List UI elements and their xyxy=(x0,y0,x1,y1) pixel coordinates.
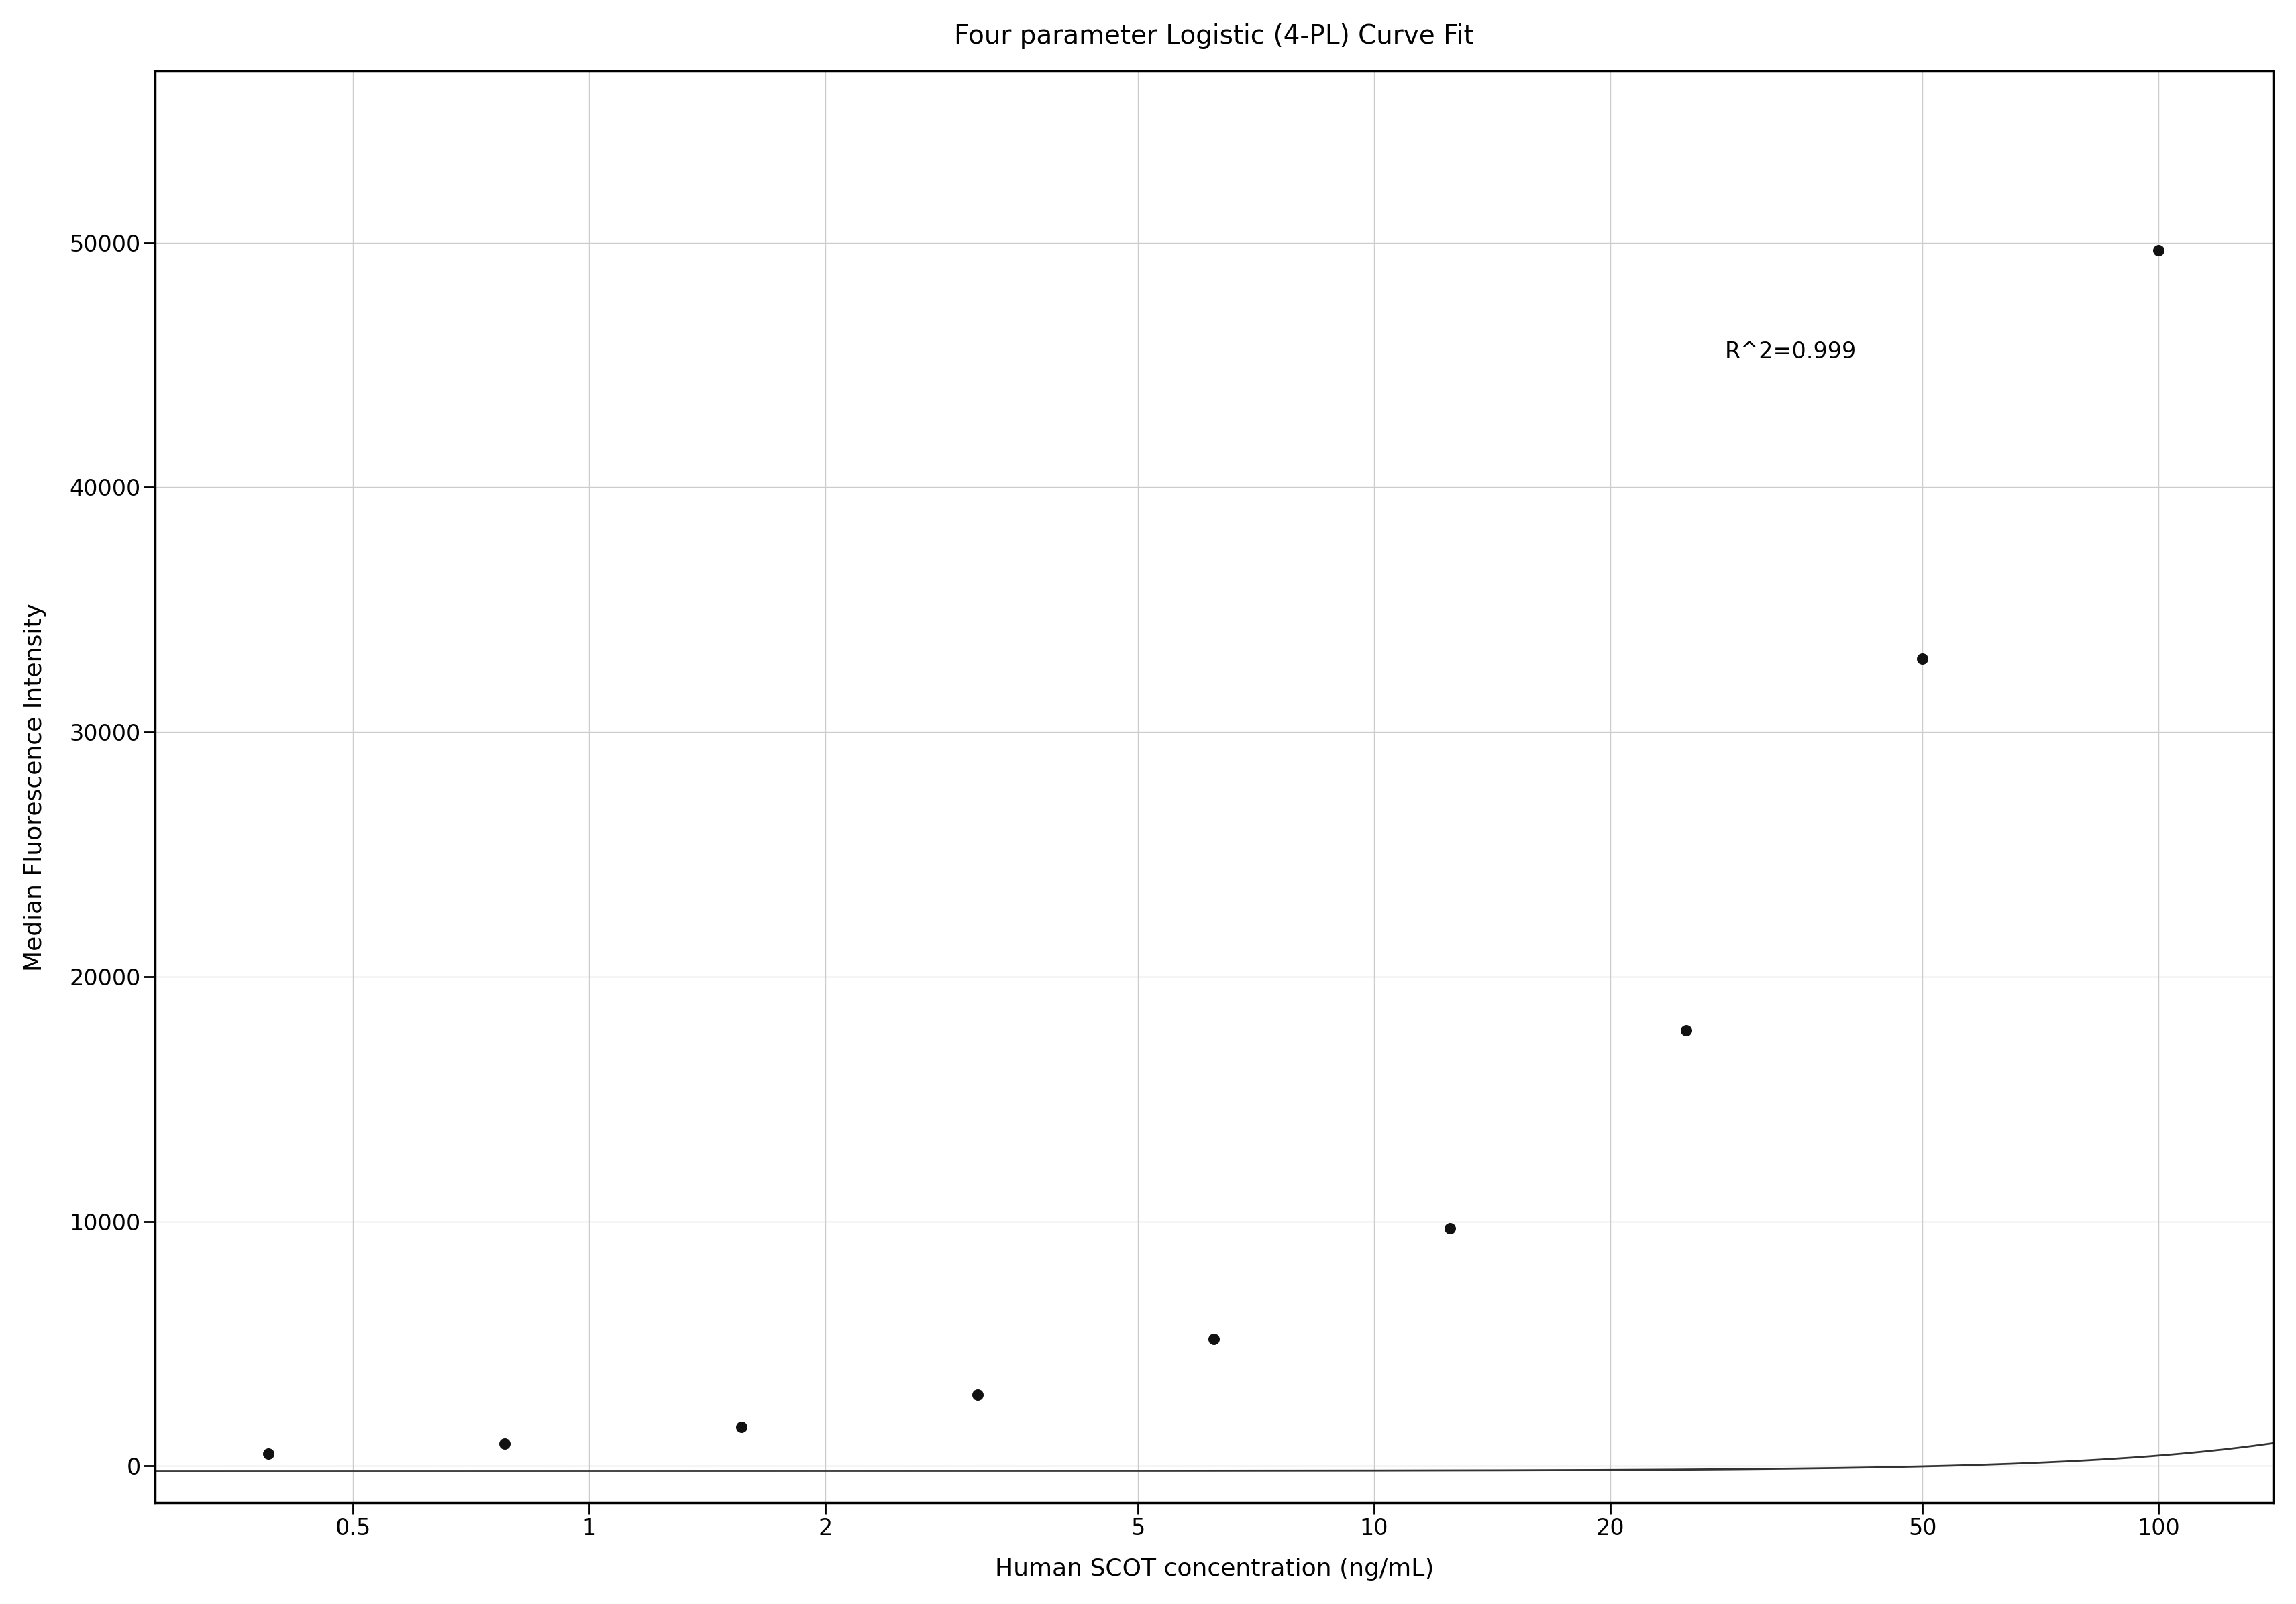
Y-axis label: Median Fluorescence Intensity: Median Fluorescence Intensity xyxy=(23,603,46,970)
Point xyxy=(1667,1017,1704,1043)
Text: R^2=0.999: R^2=0.999 xyxy=(1724,340,1855,363)
Title: Four parameter Logistic (4-PL) Curve Fit: Four parameter Logistic (4-PL) Curve Fit xyxy=(955,24,1474,48)
Point xyxy=(487,1431,523,1456)
Point xyxy=(1194,1327,1231,1352)
Point xyxy=(250,1440,287,1466)
X-axis label: Human SCOT concentration (ng/mL): Human SCOT concentration (ng/mL) xyxy=(994,1557,1433,1580)
Point xyxy=(1903,646,1940,672)
Point xyxy=(960,1383,996,1408)
Point xyxy=(2140,237,2177,263)
Point xyxy=(723,1415,760,1440)
Point xyxy=(1430,1216,1467,1241)
